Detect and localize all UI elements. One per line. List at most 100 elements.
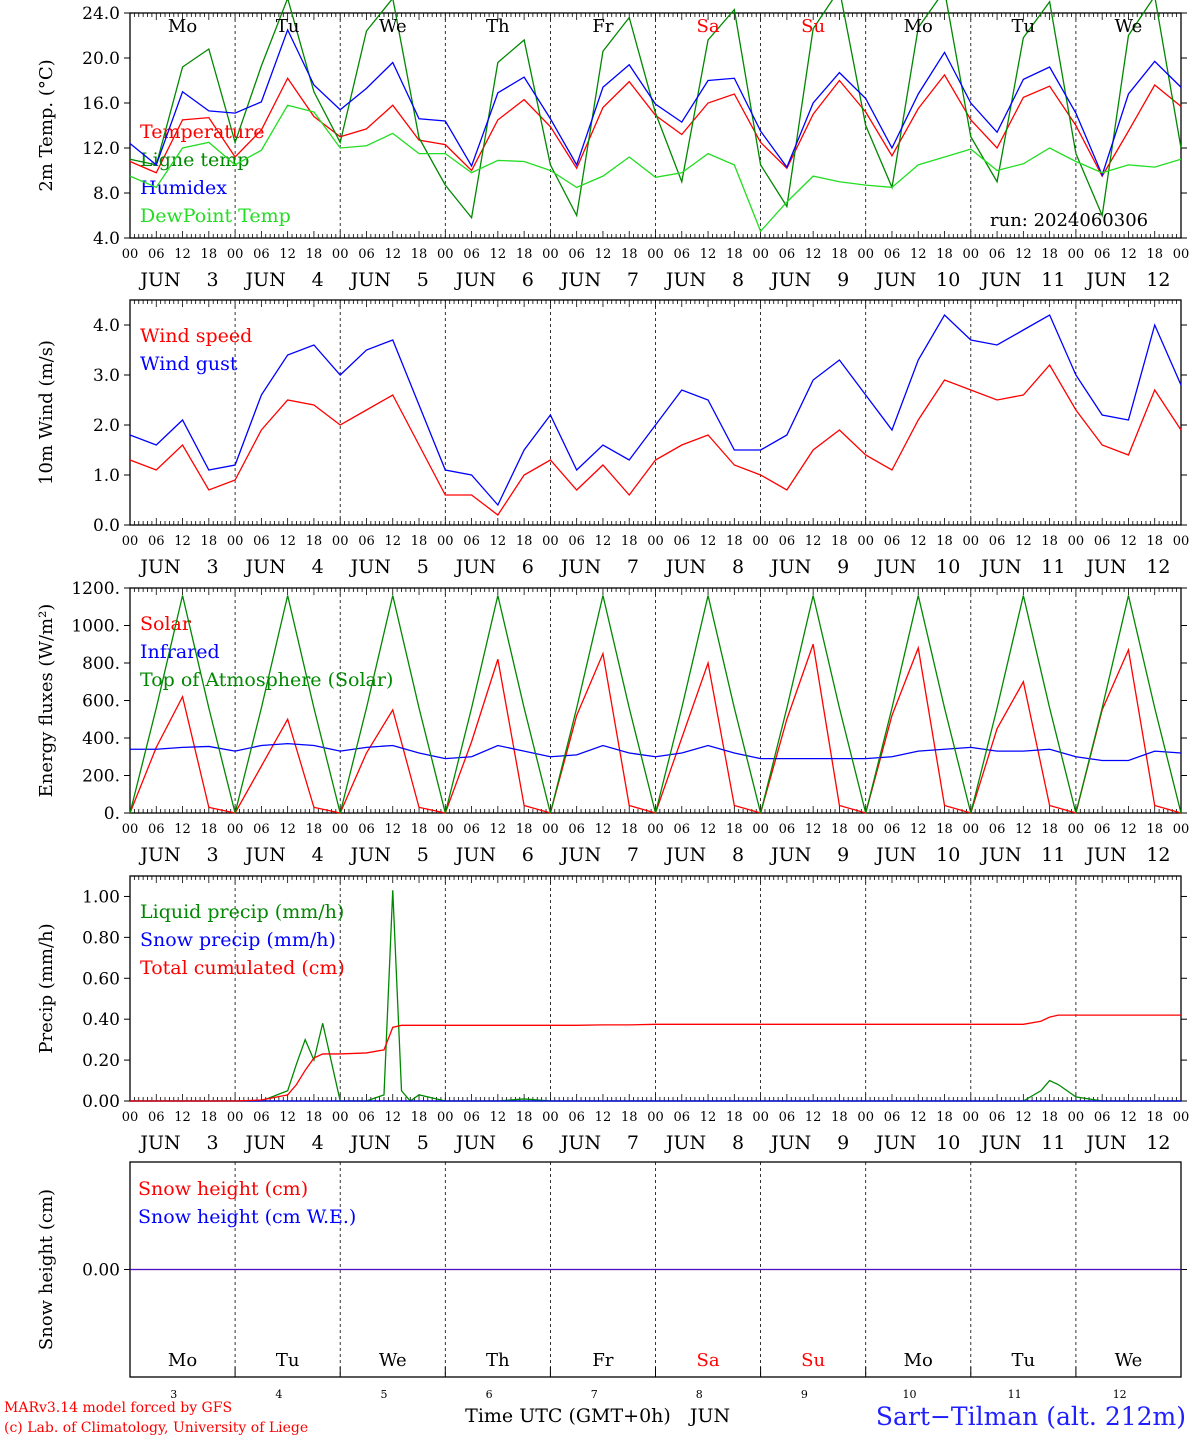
x-hour-label: 18 <box>306 1110 323 1125</box>
x-date-label: 7 <box>627 556 639 578</box>
x-hour-label: 00 <box>647 1110 664 1125</box>
x-hour-label: 06 <box>358 534 375 549</box>
x-date-label: 7 <box>627 1132 639 1154</box>
x-date-label: 9 <box>837 556 849 578</box>
y-tick-label: 0.60 <box>82 969 120 989</box>
bottom-date-label: 3 <box>170 1388 177 1401</box>
x-hour-label: 06 <box>463 534 480 549</box>
x-month-label: JUN <box>349 269 391 291</box>
x-hour-label: 18 <box>201 534 218 549</box>
x-date-label: 8 <box>732 556 744 578</box>
x-hour-label: 00 <box>963 247 980 262</box>
run-label: run: 2024060306 <box>990 210 1149 231</box>
x-hour-label: 06 <box>463 247 480 262</box>
legend-entry: Solar <box>140 613 192 635</box>
y-tick-label: 2.0 <box>93 416 120 436</box>
y-tick-label: 0.80 <box>82 928 120 948</box>
x-hour-label: 12 <box>490 247 507 262</box>
x-date-label: 4 <box>312 844 324 866</box>
x-hour-label: 06 <box>358 822 375 837</box>
x-month-label: JUN <box>874 844 916 866</box>
y-tick-label: 3.0 <box>93 366 120 386</box>
x-hour-label: 18 <box>726 822 743 837</box>
x-hour-label: 12 <box>805 247 822 262</box>
x-hour-label: 00 <box>963 1110 980 1125</box>
x-hour-label: 12 <box>174 247 191 262</box>
x-hour-label: 12 <box>490 534 507 549</box>
day-of-week-label: Su <box>801 16 825 37</box>
day-of-week-label: Fr <box>592 16 613 37</box>
x-hour-label: 00 <box>857 822 874 837</box>
x-month-label: JUN <box>664 269 706 291</box>
y-axis-label: 2m Temp. (°C) <box>36 59 57 191</box>
x-hour-label: 18 <box>936 1110 953 1125</box>
day-of-week-label: Mo <box>168 1350 197 1371</box>
x-hour-label: 00 <box>752 247 769 262</box>
x-hour-label: 06 <box>1094 247 1111 262</box>
y-axis-label: Energy fluxes (W/m²) <box>36 604 57 798</box>
x-month-label: JUN <box>664 1132 706 1154</box>
x-hour-label: 18 <box>201 822 218 837</box>
x-month-label: JUN <box>769 269 811 291</box>
x-month-label: JUN <box>1084 1132 1126 1154</box>
x-date-label: 3 <box>207 269 219 291</box>
x-hour-label: 12 <box>595 247 612 262</box>
x-month-label: JUN <box>1084 844 1126 866</box>
x-month-label: JUN <box>559 556 601 578</box>
x-hour-label: 06 <box>674 247 691 262</box>
y-tick-label: 600. <box>82 692 120 712</box>
x-date-label: 5 <box>417 269 429 291</box>
x-hour-label: 00 <box>647 247 664 262</box>
x-hour-label: 18 <box>411 1110 428 1125</box>
day-of-week-label: Tu <box>1012 1350 1036 1371</box>
x-date-label: 8 <box>732 1132 744 1154</box>
x-month-label: JUN <box>454 1132 496 1154</box>
x-month-label: JUN <box>454 269 496 291</box>
x-hour-label: 18 <box>306 534 323 549</box>
x-month-label: JUN <box>138 269 180 291</box>
x-date-label: 9 <box>837 1132 849 1154</box>
x-hour-label: 12 <box>279 1110 296 1125</box>
series-line <box>130 1014 1181 1102</box>
x-hour-label: 06 <box>358 1110 375 1125</box>
legend-entry: Top of Atmosphere (Solar) <box>140 669 393 691</box>
x-hour-label: 18 <box>516 1110 533 1125</box>
x-hour-label: 06 <box>989 822 1006 837</box>
model-credit: MARv3.14 model forced by GFS <box>4 1400 233 1416</box>
y-tick-label: 16.0 <box>82 94 120 114</box>
y-tick-label: 4.0 <box>93 229 120 249</box>
x-hour-label: 00 <box>437 1110 454 1125</box>
bottom-date-label: 6 <box>486 1388 493 1401</box>
x-hour-label: 18 <box>1146 534 1163 549</box>
x-hour-label: 18 <box>936 822 953 837</box>
x-hour-label: 06 <box>253 1110 270 1125</box>
x-hour-label: 18 <box>831 1110 848 1125</box>
y-tick-label: 1.00 <box>82 887 120 907</box>
x-hour-label: 06 <box>253 247 270 262</box>
x-hour-label: 18 <box>726 1110 743 1125</box>
x-month-label: JUN <box>244 269 286 291</box>
x-month-label: JUN <box>664 844 706 866</box>
y-tick-label: 0.0 <box>93 516 120 536</box>
x-hour-label: 12 <box>279 822 296 837</box>
x-hour-label: 06 <box>884 247 901 262</box>
x-date-label: 9 <box>837 844 849 866</box>
x-hour-label: 12 <box>700 534 717 549</box>
x-hour-label: 06 <box>674 534 691 549</box>
y-tick-label: 24.0 <box>82 4 120 24</box>
x-hour-label: 18 <box>516 247 533 262</box>
x-hour-label: 12 <box>910 822 927 837</box>
x-hour-label: 06 <box>884 1110 901 1125</box>
x-hour-label: 18 <box>1146 1110 1163 1125</box>
x-hour-label: 00 <box>857 1110 874 1125</box>
legend-entry: Snow precip (mm/h) <box>140 929 336 951</box>
x-month-label: JUN <box>874 269 916 291</box>
x-hour-label: 00 <box>963 822 980 837</box>
legend-entry: Humidex <box>140 177 227 199</box>
x-hour-label: 12 <box>279 534 296 549</box>
legend-entry: Total cumulated (cm) <box>140 957 345 979</box>
bottom-date-label: 11 <box>1008 1388 1022 1401</box>
x-hour-label: 18 <box>1041 534 1058 549</box>
x-hour-label: 18 <box>621 534 638 549</box>
x-hour-label: 00 <box>857 247 874 262</box>
